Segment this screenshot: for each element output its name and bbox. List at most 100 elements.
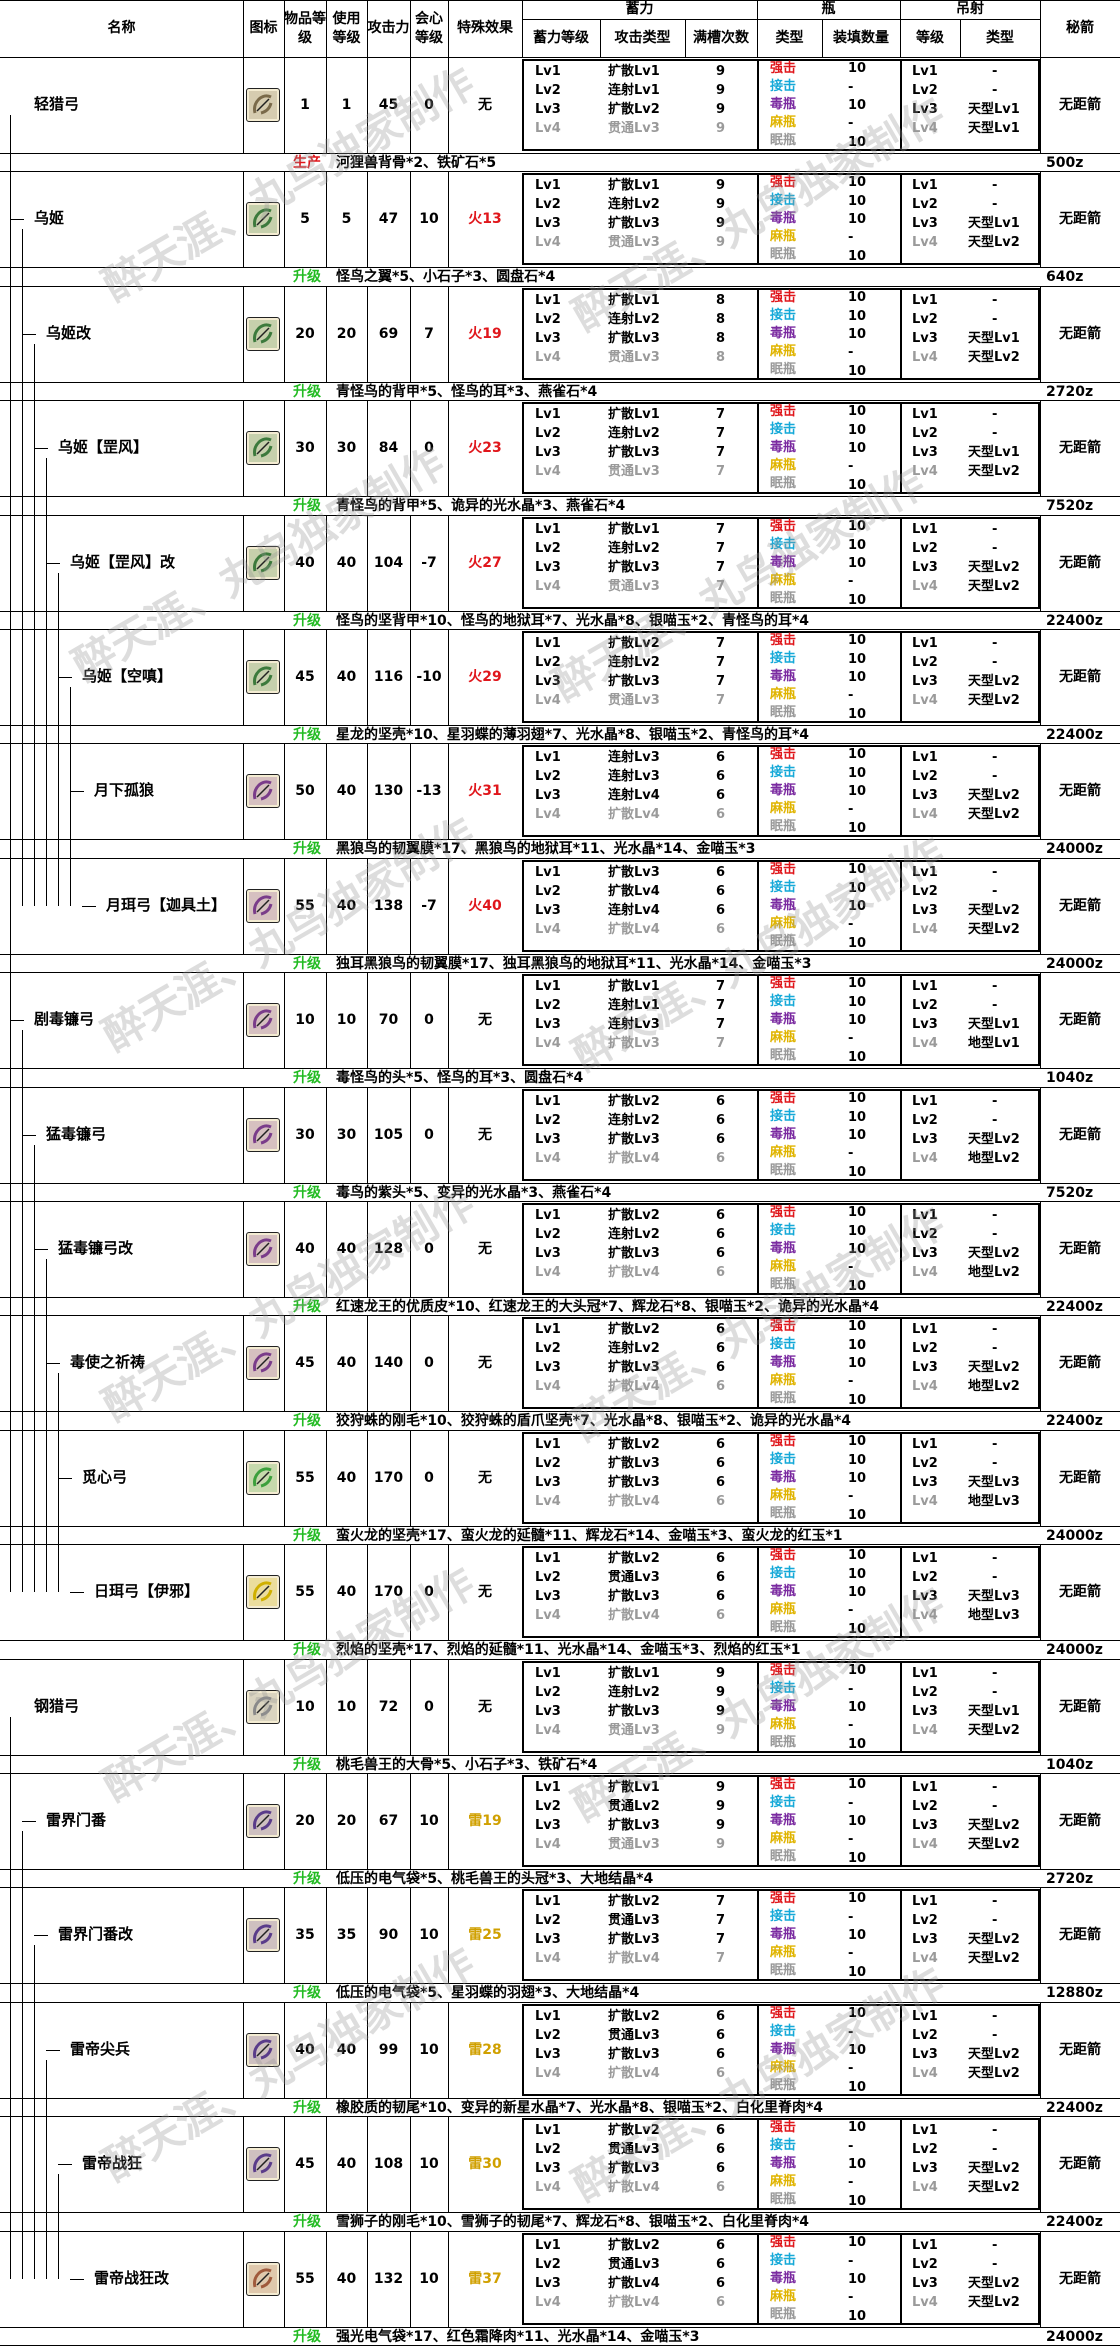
arc-level-label: Lv4 bbox=[912, 235, 938, 251]
charge-attack-type: 扩散Lv2 bbox=[608, 2123, 660, 2139]
weapon-rarity: 30 bbox=[295, 440, 315, 457]
arc-level-label: Lv4 bbox=[912, 578, 938, 594]
charge-slot-times: 9 bbox=[716, 83, 726, 98]
weapon-special-effect: 火40 bbox=[468, 897, 502, 914]
rule-line bbox=[410, 1429, 411, 1526]
upgrade-tag: 升级 bbox=[293, 727, 321, 743]
bottle-type: 麻瓶 bbox=[770, 1716, 797, 1732]
weapon-affinity: -13 bbox=[416, 783, 442, 800]
weapon-use-level: 40 bbox=[336, 669, 357, 685]
weapon-icon bbox=[246, 2261, 280, 2296]
arc-type: - bbox=[992, 2256, 998, 2272]
charge-level-label: Lv2 bbox=[535, 1684, 561, 1700]
charge-attack-type: 扩散Lv2 bbox=[608, 1551, 660, 1567]
rule-line bbox=[326, 0, 327, 57]
charge-level-label: Lv2 bbox=[535, 2027, 561, 2043]
upgrade-materials: 狡狩蛛的刚毛*10、狡狩蛛的盾爪坚壳*7、光水晶*8、银喵玉*2、诡异的光水晶*… bbox=[336, 1413, 852, 1430]
bottle-count: 10 bbox=[848, 880, 867, 896]
bottle-count: - bbox=[848, 802, 854, 818]
bottle-type: 接击 bbox=[770, 2023, 797, 2039]
upgrade-cost: 2720z bbox=[1046, 1871, 1094, 1887]
charge-attack-type: 扩散Lv3 bbox=[608, 1036, 660, 1052]
bottle-type: 毒瓶 bbox=[770, 1355, 797, 1371]
rule-line bbox=[448, 1086, 449, 1183]
header-charge-level: 蓄力等级 bbox=[533, 29, 589, 46]
upgrade-tag: 升级 bbox=[293, 2099, 321, 2116]
bottle-count: 10 bbox=[848, 1585, 867, 1601]
rule-line bbox=[284, 1658, 285, 1755]
weapon-icon bbox=[246, 545, 280, 580]
rule-line bbox=[326, 285, 327, 382]
charge-slot-times: 6 bbox=[716, 2142, 726, 2158]
arc-type: 天型Lv2 bbox=[968, 2275, 1020, 2291]
weapon-icon bbox=[246, 1232, 280, 1266]
charge-level-label: Lv4 bbox=[535, 807, 561, 823]
arc-level-label: Lv2 bbox=[912, 1341, 938, 1357]
rule-line bbox=[448, 2230, 449, 2327]
bottle-type: 毒瓶 bbox=[770, 440, 797, 456]
charge-level-label: Lv2 bbox=[535, 540, 561, 556]
arc-level-label: Lv3 bbox=[912, 1360, 938, 1376]
weapon-special-effect: 无 bbox=[478, 1698, 492, 1715]
weapon-icon bbox=[246, 1117, 280, 1152]
weapon-note: 无距箭 bbox=[1059, 1698, 1101, 1715]
weapon-attack: 47 bbox=[378, 211, 399, 228]
bottle-count: 10 bbox=[848, 633, 867, 648]
bottle-count: - bbox=[848, 80, 854, 95]
rule-line bbox=[1040, 1315, 1041, 1412]
rule-line bbox=[367, 2230, 368, 2327]
charge-attack-type: 扩散Lv3 bbox=[608, 1360, 660, 1376]
stats-box-divider bbox=[900, 974, 902, 1067]
bottle-type: 眠瓶 bbox=[770, 476, 797, 492]
arc-type: 天型Lv2 bbox=[968, 1837, 1020, 1852]
tree-trunk bbox=[22, 1030, 23, 1593]
charge-level-label: Lv2 bbox=[535, 197, 561, 213]
tree-branch bbox=[70, 2278, 84, 2280]
row-mid-line bbox=[0, 1983, 1120, 1985]
charge-level-label: Lv1 bbox=[535, 1436, 561, 1452]
weapon-affinity: 0 bbox=[424, 1241, 434, 1257]
bottle-type: 毒瓶 bbox=[770, 2270, 797, 2286]
rule-line bbox=[367, 285, 368, 382]
header-icon: 图标 bbox=[249, 20, 278, 36]
bottle-count: 10 bbox=[848, 1662, 867, 1678]
charge-attack-type: 扩散Lv2 bbox=[608, 1436, 660, 1452]
charge-slot-times: 6 bbox=[716, 1322, 726, 1338]
row-mid-line bbox=[0, 1640, 1120, 1642]
rule-line bbox=[448, 2001, 449, 2098]
charge-slot-times: 6 bbox=[716, 2237, 726, 2253]
bottle-type: 眠瓶 bbox=[770, 1162, 797, 1178]
charge-attack-type: 连射Lv2 bbox=[608, 1684, 660, 1700]
charge-attack-type: 扩散Lv3 bbox=[608, 1246, 660, 1261]
weapon-icon bbox=[246, 316, 280, 351]
arc-type: 天型Lv1 bbox=[968, 216, 1020, 232]
rule-line bbox=[367, 514, 368, 611]
row-mid-line bbox=[0, 1068, 1120, 1070]
weapon-affinity: 0 bbox=[424, 1126, 434, 1143]
rule-line bbox=[284, 2001, 285, 2098]
header-charge-group: 蓄力 bbox=[625, 1, 654, 17]
bottle-type: 强击 bbox=[770, 2234, 797, 2250]
bow-icon-graphic bbox=[249, 319, 277, 348]
charge-level-label: Lv4 bbox=[535, 693, 561, 708]
rule-line bbox=[243, 2001, 244, 2098]
weapon-icon bbox=[246, 1346, 280, 1381]
bottle-type: 眠瓶 bbox=[770, 1391, 797, 1407]
charge-level-label: Lv3 bbox=[535, 1246, 561, 1261]
charge-level-label: Lv3 bbox=[535, 1589, 561, 1605]
arc-level-label: Lv1 bbox=[912, 2123, 938, 2139]
arc-level-label: Lv3 bbox=[912, 216, 938, 232]
weapon-note: 无距箭 bbox=[1059, 1012, 1101, 1029]
bottle-type: 眠瓶 bbox=[770, 2192, 797, 2208]
rule-line bbox=[243, 1429, 244, 1526]
arc-type: 天型Lv2 bbox=[968, 1722, 1020, 1738]
row-bottom-line bbox=[0, 857, 1120, 859]
charge-level-label: Lv3 bbox=[535, 2046, 561, 2062]
charge-attack-type: 贯通Lv3 bbox=[608, 2027, 660, 2043]
bottle-count: - bbox=[848, 2024, 854, 2040]
arc-type: 天型Lv2 bbox=[968, 674, 1020, 689]
weapon-note: 无距箭 bbox=[1059, 1355, 1101, 1372]
bottle-count: - bbox=[848, 1717, 854, 1733]
charge-slot-times: 9 bbox=[716, 1703, 726, 1719]
bottle-count: 10 bbox=[848, 98, 867, 113]
